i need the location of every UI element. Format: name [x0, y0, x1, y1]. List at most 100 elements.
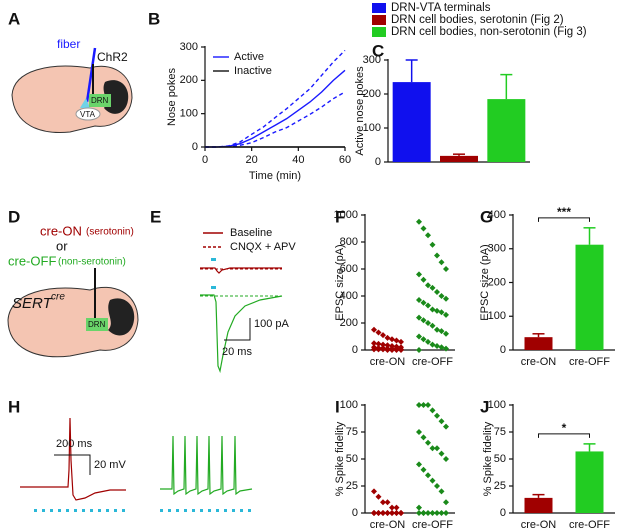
line [205, 69, 346, 148]
bar [524, 497, 553, 513]
x-tick-label: cre-ON [521, 519, 557, 531]
stim-dot [74, 509, 77, 512]
point [425, 302, 431, 309]
stim-dot [82, 509, 85, 512]
point [393, 347, 400, 353]
y-tick-label: 800 [340, 236, 358, 248]
x-tick-label: cre-OFF [412, 356, 453, 368]
stim [211, 286, 216, 289]
point [443, 456, 449, 462]
point [434, 326, 440, 333]
stim-dot [58, 509, 61, 512]
legend-label: DRN-VTA terminals [391, 2, 491, 14]
stim-dot [248, 509, 251, 512]
point [389, 347, 395, 353]
label: DRN [91, 96, 109, 105]
bar [524, 337, 553, 350]
point [443, 510, 449, 516]
point [443, 345, 449, 352]
label: SERT [12, 295, 54, 312]
stim-dot [192, 509, 195, 512]
point [420, 402, 427, 408]
point [438, 259, 445, 266]
line [205, 91, 346, 148]
point [443, 311, 449, 318]
point [416, 271, 422, 278]
point [416, 429, 422, 435]
point [438, 510, 445, 516]
point [434, 307, 440, 314]
point [416, 333, 422, 340]
point [420, 466, 427, 473]
point [380, 510, 386, 516]
bar [575, 244, 604, 350]
point [393, 510, 400, 516]
point [434, 412, 440, 419]
point [425, 402, 431, 408]
significance-bracket [538, 433, 590, 438]
legend-label: DRN cell bodies, serotonin (Fig 2) [391, 14, 564, 26]
y-axis-label: % Spike fidelity [482, 421, 494, 496]
y-axis-label: Active nose pokes [354, 66, 366, 156]
stim-dot [42, 509, 45, 512]
point [425, 472, 431, 479]
point [420, 434, 427, 441]
point [425, 320, 431, 326]
point [443, 423, 449, 430]
point [393, 504, 400, 511]
x-tick-label: cre-OFF [412, 519, 453, 531]
trace [20, 417, 126, 501]
point [371, 488, 377, 495]
panel-label: D [8, 207, 20, 226]
legend-label: DRN cell bodies, non-serotonin (Fig 3) [391, 26, 587, 38]
point [425, 282, 431, 289]
y-tick-label: 75 [346, 426, 358, 438]
y-tick-label: 200 [340, 317, 358, 329]
point [420, 510, 427, 516]
point [380, 346, 386, 353]
y-axis-label: EPSC size (pA) [479, 244, 491, 320]
scale-label: 20 mV [94, 459, 126, 471]
point [443, 499, 449, 506]
label: fiber [57, 37, 80, 51]
y-tick-label: 300 [363, 54, 381, 66]
y-tick-label: 200 [363, 88, 381, 100]
point [416, 510, 422, 516]
point [429, 306, 436, 313]
point [420, 317, 427, 324]
stim-dot [114, 509, 117, 512]
scale-bar [224, 318, 251, 341]
point [429, 510, 436, 516]
point [375, 340, 382, 347]
y-tick-label: 0 [500, 344, 506, 356]
point [443, 330, 449, 337]
point [416, 504, 422, 511]
point [393, 337, 400, 344]
y-tick-label: 1000 [334, 209, 358, 221]
y-tick-label: 400 [488, 209, 506, 221]
point [371, 510, 377, 516]
label: VTA [80, 110, 96, 119]
stim-dot [224, 509, 227, 512]
point [416, 297, 422, 304]
x-tick-label: cre-ON [521, 356, 557, 368]
y-tick-label: 100 [488, 399, 506, 411]
stim-dot [122, 509, 125, 512]
point [375, 346, 382, 353]
y-tick-label: 0 [500, 507, 506, 519]
point [389, 336, 395, 343]
point [420, 225, 427, 232]
x-tick-label: 40 [292, 154, 304, 166]
stim-dot [208, 509, 211, 512]
y-tick-label: 600 [340, 263, 358, 275]
point [398, 338, 404, 345]
y-tick-label: 100 [363, 122, 381, 134]
y-tick-label: 0 [352, 507, 358, 519]
stim-dot [50, 509, 53, 512]
trace [200, 267, 282, 274]
fiber [85, 47, 97, 103]
y-tick-label: 200 [180, 74, 198, 86]
point [380, 499, 386, 506]
vta-region [75, 107, 101, 121]
point [416, 218, 422, 225]
